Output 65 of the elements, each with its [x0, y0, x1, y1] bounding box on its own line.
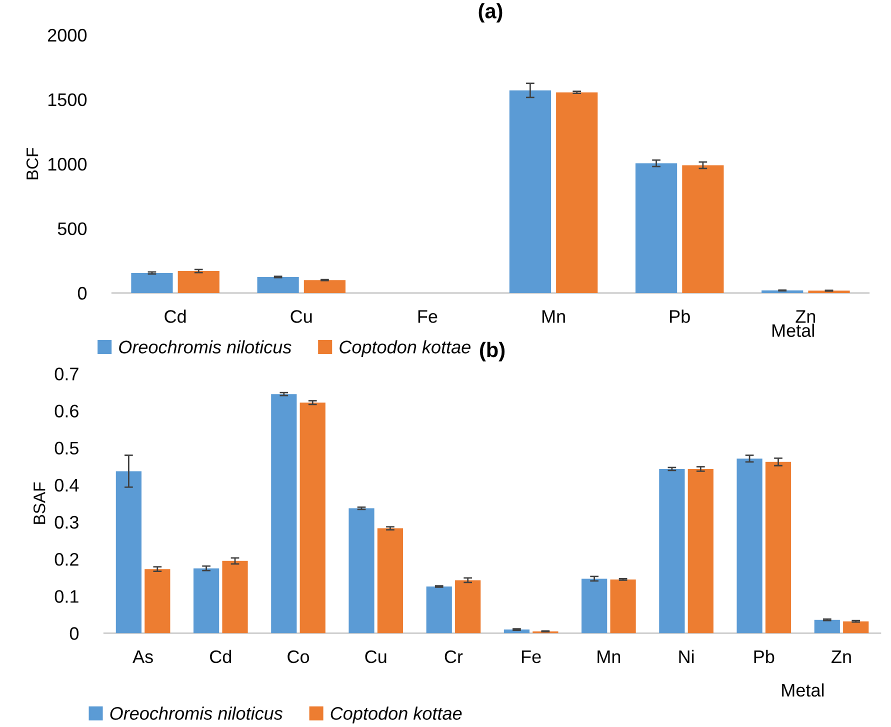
x-tick-label: As: [132, 650, 153, 664]
x-tick-label: Pb: [670, 310, 690, 323]
x-tick-label: Mn: [598, 650, 620, 663]
y-axis-title: BCF: [26, 148, 38, 180]
bar: [688, 468, 714, 634]
y-tick-label: 2000: [48, 28, 87, 42]
bar: [178, 271, 220, 293]
y-tick-label: 1500: [48, 93, 87, 106]
y-tick-label: 500: [58, 222, 87, 236]
bar: [659, 468, 685, 634]
x-tick-label: Fe: [522, 650, 541, 664]
x-tick-label: Fe: [418, 310, 438, 323]
bar: [556, 92, 598, 293]
y-tick-label: 0.2: [54, 552, 78, 566]
y-tick-label: 0.3: [54, 516, 78, 529]
bar: [377, 528, 404, 634]
bar: [635, 163, 678, 293]
bar: [610, 579, 636, 634]
x-tick-label: Pb: [754, 650, 774, 664]
bar: [348, 508, 374, 634]
x-tick-label: Cu: [290, 310, 312, 323]
x-tick-label: Cd: [164, 310, 186, 323]
x-tick-label: Zn: [796, 310, 816, 323]
y-tick-label: 0.4: [54, 478, 79, 492]
bar: [193, 568, 220, 634]
y-tick-label: 0.6: [54, 404, 78, 418]
x-axis-title: Metal: [782, 683, 824, 697]
bar: [222, 560, 248, 634]
y-tick-label: 0.5: [54, 442, 78, 455]
x-tick-label: Zn: [832, 650, 851, 663]
bar: [257, 276, 299, 293]
y-tick-label: 0.7: [54, 368, 78, 380]
bar: [509, 90, 552, 293]
y-tick-label: 0: [78, 286, 87, 300]
bar: [131, 272, 173, 293]
bar: [736, 458, 762, 634]
x-tick-label: Cr: [444, 650, 463, 664]
x-tick-label: Cd: [210, 650, 232, 664]
bar: [682, 165, 724, 293]
x-tick-label: Mn: [542, 310, 565, 323]
x-tick-label: Cu: [365, 650, 386, 664]
legend-label: Oreochromis niloticus: [110, 706, 283, 720]
bar: [300, 402, 326, 634]
x-tick-label: Co: [288, 650, 310, 664]
bar: [426, 586, 452, 634]
legend-label: Coptodon kottae: [330, 706, 462, 724]
bar: [116, 471, 142, 634]
x-tick-label: Ni: [679, 650, 694, 663]
bar: [814, 620, 840, 634]
bar: [843, 621, 869, 634]
y-tick-label: 0: [70, 627, 79, 640]
bar: [304, 280, 346, 293]
legend-label: Oreochromis niloticus: [119, 340, 292, 354]
y-tick-label: 0.1: [54, 590, 78, 603]
legend-label: Coptodon kottae: [340, 340, 470, 358]
chart-title: (a): [478, 3, 502, 23]
bar: [765, 462, 792, 634]
bar: [144, 569, 170, 634]
y-tick-label: 1000: [48, 158, 87, 171]
chart-title: (b): [480, 342, 505, 362]
bar: [582, 578, 608, 634]
bar: [455, 580, 481, 634]
x-axis-title: Metal: [772, 324, 814, 337]
bar: [271, 394, 297, 634]
y-axis-title: BSAF: [34, 482, 46, 524]
